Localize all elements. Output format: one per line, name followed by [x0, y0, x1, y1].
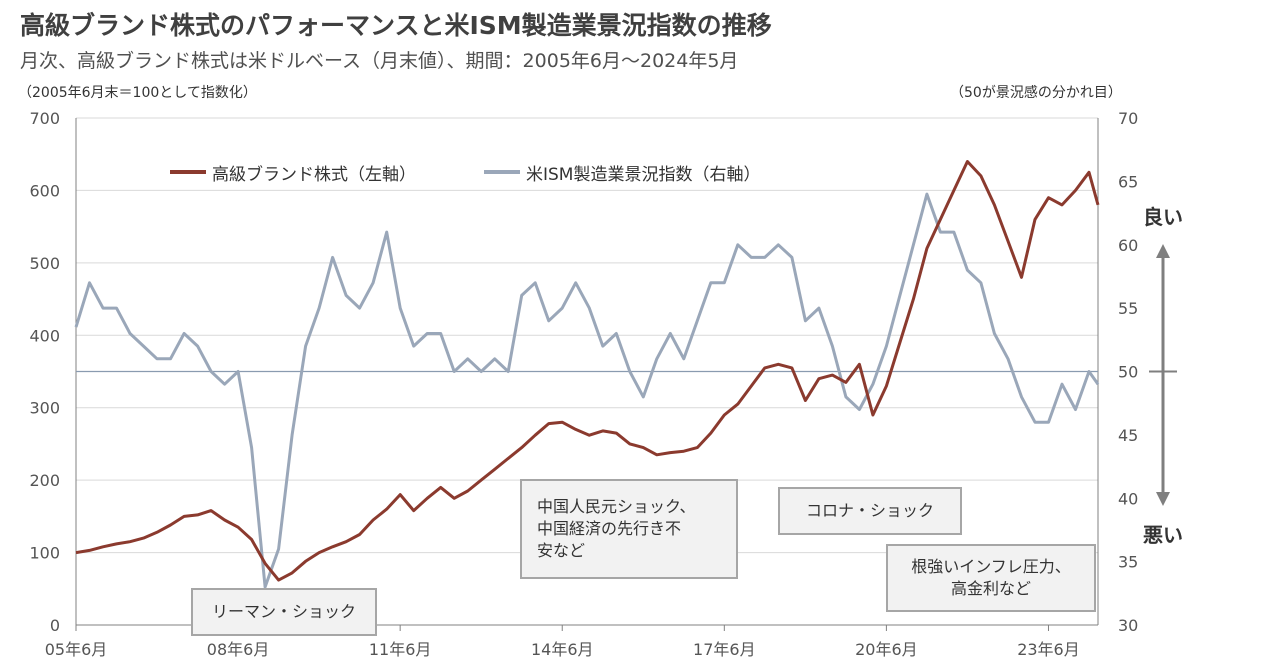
arrow-head-down — [1156, 492, 1170, 506]
y-left-tick-label: 100 — [29, 544, 60, 563]
x-tick-label: 14年6月 — [531, 640, 594, 659]
annotation-text: 根強いインフレ圧力、 — [911, 557, 1071, 576]
y-right-tick-label: 55 — [1118, 299, 1138, 318]
label-good: 良い — [1143, 205, 1183, 229]
x-tick-label: 23年6月 — [1017, 640, 1080, 659]
ism-series-line — [74, 192, 1100, 589]
y-right-tick-label: 50 — [1118, 363, 1138, 382]
y-left-tick-label: 400 — [29, 326, 60, 345]
annotation-text: コロナ・ショック — [806, 501, 934, 520]
annotation-text: 中国経済の先行き不 — [537, 519, 681, 538]
y-right-tick-label: 45 — [1118, 426, 1138, 445]
y-left-tick-label: 200 — [29, 471, 60, 490]
y-left-tick-label: 600 — [29, 181, 60, 200]
chart-subtitle: 月次、高級ブランド株式は米ドルベース（月末値）、期間：2005年6月～2024年… — [20, 50, 739, 72]
x-tick-label: 11年6月 — [369, 640, 432, 659]
annotation-corona: コロナ・ショック — [778, 487, 962, 535]
y-left-tick-label: 700 — [29, 109, 60, 128]
annotation-text: リーマン・ショック — [212, 602, 356, 621]
arrow-head-up — [1156, 244, 1170, 258]
right-axis-note: （50が景況感の分かれ目） — [950, 85, 1122, 101]
y-left-tick-label: 0 — [50, 616, 60, 635]
y-right-tick-label: 35 — [1118, 553, 1138, 572]
annotation-box — [191, 588, 377, 636]
annotation-text: 安など — [537, 541, 585, 560]
y-left-tick-label: 300 — [29, 399, 60, 418]
annotation-inflation: 根強いインフレ圧力、高金利など — [886, 544, 1096, 612]
legend: 高級ブランド株式（左軸） 米ISM製造業景況指数（右軸） — [170, 164, 760, 185]
y-right-tick-label: 60 — [1118, 236, 1138, 255]
y-right-tick-label: 30 — [1118, 616, 1138, 635]
legend-label-luxury: 高級ブランド株式（左軸） — [212, 164, 416, 185]
annotation-lehman: リーマン・ショック — [191, 588, 377, 636]
label-bad: 悪い — [1143, 523, 1183, 547]
x-tick-label: 08年6月 — [207, 640, 270, 659]
legend-label-ism: 米ISM製造業景況指数（右軸） — [526, 165, 760, 185]
y-right-tick-label: 70 — [1118, 109, 1138, 128]
x-tick-label: 20年6月 — [855, 640, 918, 659]
annotation-box — [520, 479, 738, 579]
annotation-text: 高金利など — [951, 579, 1031, 598]
luxury-series-line — [75, 160, 1100, 582]
y-right-tick-label: 40 — [1118, 489, 1138, 508]
annotation-text: 中国人民元ショック、 — [537, 497, 696, 516]
annotation-box — [778, 487, 962, 535]
annotation-box — [886, 544, 1096, 612]
y-right-tick-label: 65 — [1118, 172, 1138, 191]
y-left-tick-label: 500 — [29, 254, 60, 273]
x-tick-label: 17年6月 — [693, 640, 756, 659]
x-tick-label: 05年6月 — [45, 640, 108, 659]
left-axis-note: （2005年6月末＝100として指数化） — [18, 85, 257, 101]
chart-title: 高級ブランド株式のパフォーマンスと米ISM製造業景況指数の推移 — [20, 11, 772, 40]
